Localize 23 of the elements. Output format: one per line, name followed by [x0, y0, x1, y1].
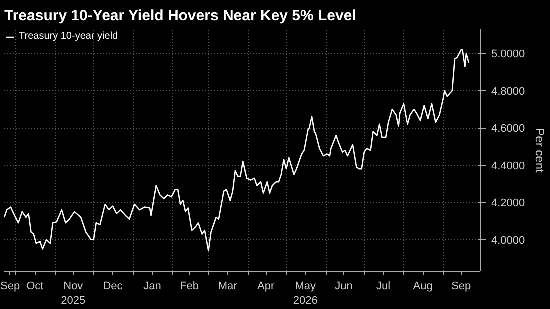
x-tick-label: Oct — [26, 280, 44, 292]
x-tick-label: May 2026 — [293, 280, 318, 307]
x-tick-label: Feb — [180, 280, 200, 292]
legend-label: Treasury 10-year yield — [19, 31, 118, 42]
x-tick-label: Aug — [413, 280, 433, 292]
y-axis-title: Per cent — [533, 128, 548, 174]
x-tick-label: Apr — [258, 280, 276, 292]
y-tick-label: 4.4000 — [492, 160, 526, 172]
x-tick-label: Jul — [376, 280, 391, 292]
line-series — [4, 49, 470, 252]
x-tick-label: Jun — [335, 280, 353, 292]
chart-title: Treasury 10-Year Yield Hovers Near Key 5% Level — [4, 8, 356, 24]
x-tick-label: Mar — [218, 280, 238, 292]
x-tick-label: Sep — [452, 280, 472, 292]
x-tick-label: Dec — [103, 280, 124, 292]
x-tick-label: Sep — [0, 280, 20, 292]
x-tick-label: Nov 2025 — [61, 280, 86, 307]
x-tick-label: Jan — [144, 280, 162, 292]
y-tick-label: 4.2000 — [492, 198, 526, 210]
y-tick-label: 4.8000 — [492, 86, 526, 98]
y-tick-label: 4.6000 — [492, 123, 526, 136]
y-tick-label: 5.0000 — [492, 48, 526, 61]
y-tick-label: 4.0000 — [492, 234, 526, 247]
